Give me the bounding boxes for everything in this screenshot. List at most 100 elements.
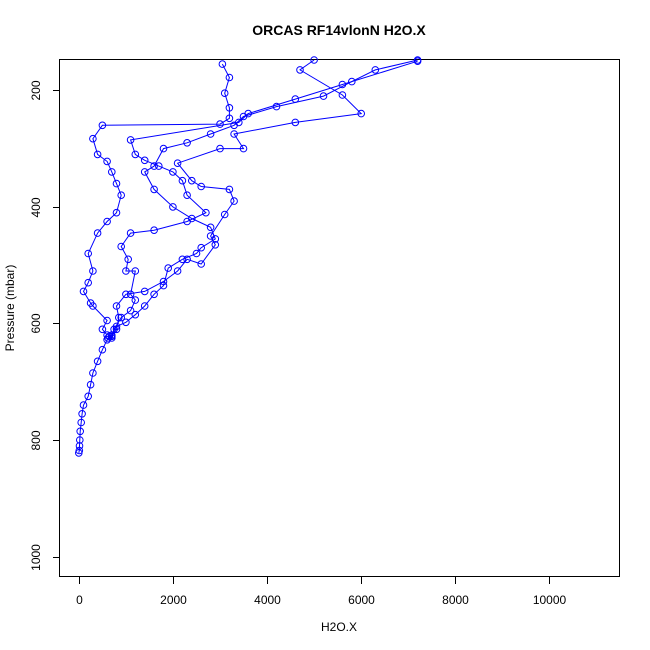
data-point	[78, 410, 86, 418]
data-point	[348, 77, 356, 86]
data-point	[164, 264, 172, 272]
data-point	[225, 104, 234, 112]
data-point	[150, 162, 158, 170]
series-4	[79, 60, 234, 339]
data-point	[150, 185, 158, 194]
data-point	[239, 112, 248, 121]
data-point	[131, 310, 140, 319]
data-point	[89, 134, 97, 143]
data-point	[216, 144, 224, 153]
data-point	[357, 109, 366, 118]
data-point	[225, 114, 234, 123]
data-point	[112, 322, 121, 331]
data-point	[220, 89, 229, 97]
data-point	[140, 156, 149, 165]
data-point	[206, 223, 215, 232]
data-point	[150, 226, 158, 234]
data-point	[197, 260, 205, 268]
data-point	[122, 318, 130, 327]
data-point	[89, 369, 97, 377]
data-point	[77, 418, 85, 427]
data-point	[93, 150, 102, 159]
x-tick-label: 8000	[442, 593, 469, 607]
data-point	[225, 73, 234, 82]
data-point	[197, 243, 205, 252]
data-point	[140, 168, 149, 176]
data-point	[76, 427, 84, 436]
data-point	[108, 331, 116, 339]
data-point	[98, 121, 107, 130]
data-point	[93, 229, 102, 237]
y-tick-label: 1000	[29, 544, 43, 571]
data-point	[76, 436, 84, 444]
x-tick-label: 6000	[348, 593, 375, 607]
data-point	[150, 290, 158, 299]
data-point	[202, 208, 210, 217]
series-line	[78, 59, 363, 454]
data-point	[272, 102, 281, 111]
series-1	[75, 56, 366, 457]
data-point	[131, 296, 140, 304]
data-point	[239, 144, 248, 153]
data-point	[124, 255, 132, 264]
data-point	[84, 392, 92, 401]
data-point	[131, 150, 140, 159]
data-point	[413, 56, 422, 64]
data-point	[84, 278, 92, 287]
y-tick-label: 400	[29, 197, 43, 217]
data-point	[218, 60, 227, 68]
data-point	[159, 281, 168, 290]
data-point	[108, 168, 116, 176]
data-point	[169, 168, 177, 176]
x-axis: 0 2000 4000 6000 8000 10000	[76, 577, 567, 607]
chart-title: ORCAS RF14vlonN H2O.X	[252, 22, 426, 38]
data-point	[86, 380, 95, 389]
x-axis-label: H2O.X	[321, 620, 357, 634]
data-point	[230, 121, 238, 130]
data-point	[89, 267, 97, 275]
y-axis: 200 400 600 800 1000	[29, 80, 60, 571]
data-point	[84, 249, 92, 258]
data-point	[173, 267, 182, 275]
data-point	[112, 208, 121, 217]
data-point	[310, 56, 318, 64]
y-tick-label: 200	[29, 80, 43, 100]
y-tick-label: 600	[29, 313, 43, 333]
data-point	[79, 401, 88, 409]
data-point	[188, 214, 196, 223]
data-point	[117, 242, 125, 251]
data-point	[126, 229, 135, 237]
data-point	[211, 241, 220, 249]
data-point	[93, 357, 102, 366]
data-point	[183, 139, 191, 147]
data-point	[140, 287, 149, 296]
data-point	[112, 179, 121, 188]
data-point	[159, 144, 168, 153]
data-point	[126, 136, 135, 144]
data-point	[225, 185, 234, 194]
data-point	[126, 306, 135, 315]
y-tick-label: 800	[29, 430, 43, 450]
data-point	[75, 442, 84, 450]
data-point	[178, 255, 187, 264]
data-point	[117, 313, 125, 322]
data-point	[220, 210, 229, 219]
data-point	[169, 203, 177, 211]
data-point	[103, 316, 111, 325]
data-point	[98, 345, 107, 354]
data-point	[122, 290, 130, 299]
data-point	[103, 157, 111, 166]
y-axis-label: Pressure (mbar)	[3, 265, 17, 352]
data-point	[296, 66, 304, 74]
data-point	[230, 130, 238, 138]
data-point	[140, 302, 149, 310]
data-point	[319, 92, 328, 100]
series-3	[104, 56, 422, 342]
series-layer	[75, 56, 422, 457]
data-point	[216, 120, 224, 128]
data-point	[126, 290, 135, 299]
data-point	[230, 197, 238, 205]
data-point	[103, 331, 111, 339]
